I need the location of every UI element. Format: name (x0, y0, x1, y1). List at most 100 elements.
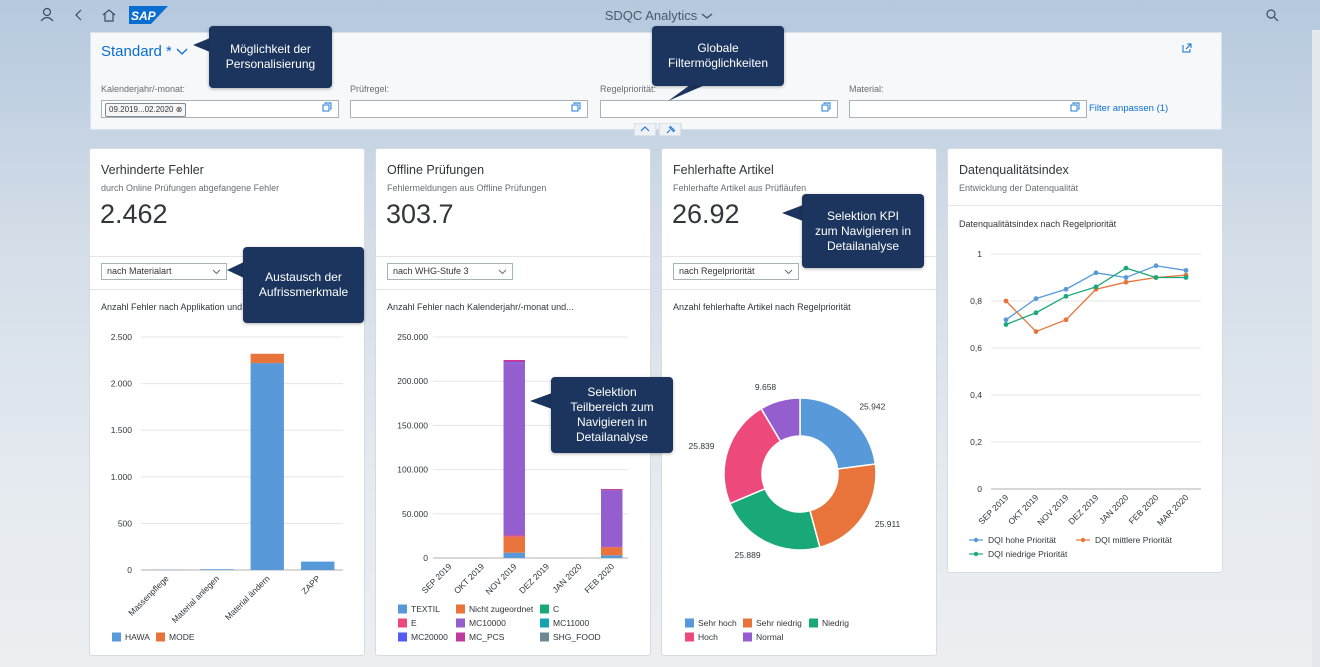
pin-button[interactable] (658, 123, 682, 137)
x-tick-label: DEZ 2019 (517, 561, 551, 595)
title-chevron[interactable] (701, 13, 713, 19)
token-text: 09.2019...02.2020 (109, 105, 174, 114)
line-point (1063, 286, 1069, 292)
legend-swatch (743, 632, 752, 642)
chart-title: Datenqualitätsindex nach Regelpriorität (959, 219, 1117, 229)
separator (662, 289, 936, 290)
home-icon[interactable] (102, 9, 116, 22)
y-tick-label: 0,6 (970, 343, 982, 353)
user-icon[interactable] (42, 7, 52, 17)
callout-line: Detailanalyse (826, 238, 900, 253)
callout-line: Detailanalyse (575, 430, 649, 444)
bar-segment (503, 536, 525, 553)
legend-swatch (809, 618, 818, 628)
filter-input[interactable]: 09.2019...02.2020 ⊗ (101, 100, 339, 118)
value-help-icon[interactable] (1070, 104, 1078, 112)
legend-label: Niedrig (822, 618, 849, 628)
line-point (1183, 275, 1189, 280)
card[interactable]: 0 0,2 0,4 0,6 0,8 1 SEP 2019 OKT 2019 NOV 2019 DE… (947, 148, 1223, 573)
adapt-filters[interactable]: Filter anpassen (1) (1089, 103, 1169, 114)
kpi-value[interactable]: 303.7 (386, 199, 454, 229)
card[interactable]: 0 500 1.000 1.500 2.000 2.500 Massenpflege Mate… (89, 148, 365, 656)
share-icon[interactable] (1181, 42, 1193, 54)
line-point (1033, 296, 1039, 302)
bar-segment (503, 363, 525, 536)
legend-dot (1080, 537, 1086, 543)
search-icon[interactable] (1266, 9, 1276, 19)
selector-text: nach Regelpriorität (679, 266, 755, 276)
x-tick-label: Massenpflege (126, 573, 171, 618)
legend-label: DQI niedrige Priorität (988, 549, 1068, 559)
card-title: Verhinderte Fehler (101, 163, 204, 177)
kpi-value[interactable]: 2.462 (100, 199, 168, 229)
x-tick-label: ZAPP (299, 573, 322, 596)
selector-chevron (784, 269, 793, 275)
x-tick-label: FEB 2020 (582, 561, 616, 595)
y-tick-label: 1.000 (111, 472, 133, 482)
callout-line: Austausch der (265, 270, 342, 284)
separator (376, 256, 650, 257)
legend-swatch (540, 618, 549, 628)
legend-dot (973, 537, 979, 543)
collapse-button[interactable] (634, 123, 657, 137)
y-tick-label: 500 (118, 518, 132, 528)
line-point (1003, 317, 1009, 323)
line-point (1093, 270, 1099, 276)
value-help-icon[interactable] (322, 104, 330, 112)
sap-logo-text: SAP (131, 9, 157, 23)
filter-input[interactable] (350, 100, 588, 118)
value-help-icon[interactable] (571, 104, 579, 112)
chart: 05001.0001.5002.0002.500MassenpflegeMate… (111, 332, 343, 642)
legend-swatch (540, 604, 549, 614)
data-label: 9.658 (755, 382, 777, 392)
variant-selector[interactable]: Standard * (101, 43, 188, 60)
legend-label: Sehr hoch (698, 618, 737, 628)
callout: Selektion Teilbereich zum Navigieren in Det… (551, 377, 673, 453)
legend-swatch (398, 632, 407, 642)
bar-segment (200, 569, 234, 570)
back-icon[interactable] (75, 9, 82, 21)
legend-label: Sehr niedrig (756, 618, 802, 628)
app-title[interactable]: SDQC Analytics (0, 8, 1320, 23)
card-title: Datenqualitätsindex (959, 163, 1069, 177)
legend-label: Normal (756, 632, 784, 642)
legend-dot (973, 551, 979, 557)
callout-line: Selektion KPI (826, 208, 900, 223)
filter-label: Kalenderjahr/-monat: (101, 84, 186, 94)
callout-line: Personalisierung (225, 57, 316, 71)
kpi-value[interactable]: 26.92 (672, 199, 740, 229)
data-label: 25.839 (689, 441, 715, 451)
line-point (1063, 317, 1069, 323)
dimension-selector[interactable]: nach WHG-Stufe 3 (387, 263, 513, 280)
legend-swatch (398, 618, 407, 628)
bar-segment (503, 552, 525, 558)
callout-line: Navigieren in (576, 415, 648, 429)
filter-input[interactable] (600, 100, 838, 118)
app-title-text: SDQC Analytics (604, 8, 698, 23)
sap-logo[interactable] (129, 6, 168, 24)
line-point (1123, 265, 1129, 271)
x-tick-label: SEP 2019 (976, 492, 1010, 526)
callout-line: zum Navigieren in (814, 223, 912, 238)
legend-swatch (456, 618, 465, 628)
filter-input[interactable] (849, 100, 1087, 118)
selector-text: nach WHG-Stufe 3 (393, 266, 469, 276)
dimension-selector[interactable]: nach Materialart (101, 263, 227, 280)
legend-label: HAWA (125, 632, 150, 642)
donut-slice (799, 397, 877, 470)
y-tick-label: 200.000 (397, 376, 428, 386)
value-help-icon[interactable] (821, 104, 829, 112)
bar-segment (601, 489, 623, 491)
shell-bar: SAP (40, 6, 1279, 24)
scrollbar[interactable] (1312, 30, 1320, 667)
legend-swatch (112, 632, 121, 642)
y-tick-label: 0 (423, 553, 428, 563)
filter-token[interactable]: 09.2019...02.2020 ⊗ (105, 103, 187, 117)
dimension-selector[interactable]: nach Regelpriorität (673, 263, 799, 280)
chart-title: Anzahl fehlerhafte Artikel nach Regelpri… (673, 302, 851, 312)
separator (662, 256, 936, 257)
y-tick-label: 50.000 (402, 509, 428, 519)
chart-title: Anzahl Fehler nach Kalenderjahr/-monat u… (387, 302, 574, 312)
